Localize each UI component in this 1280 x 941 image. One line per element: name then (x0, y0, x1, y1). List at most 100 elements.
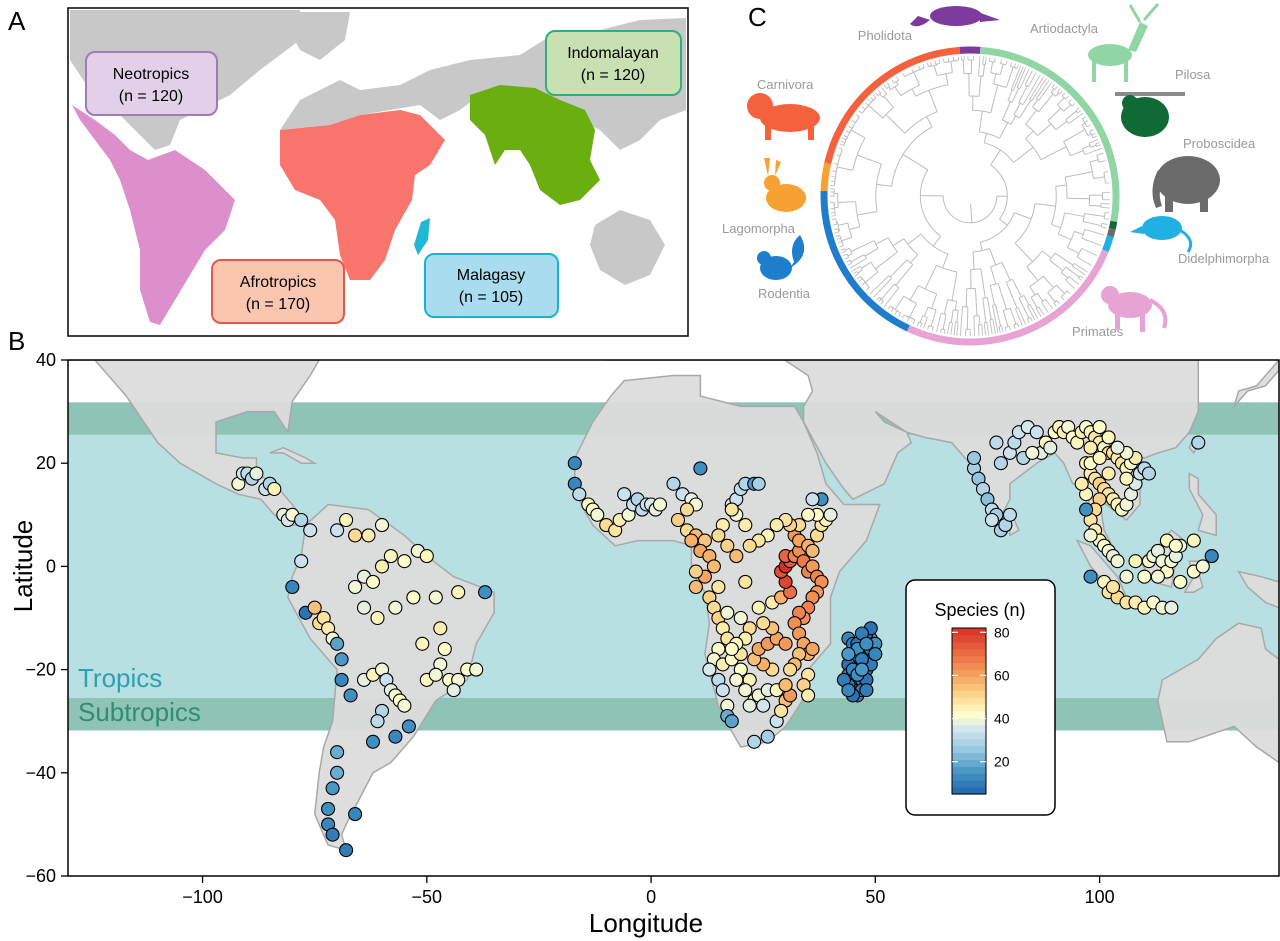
tree-branch (970, 203, 973, 223)
tree-branch (1030, 317, 1033, 322)
tree-branch (932, 235, 942, 247)
opossum-icon (1130, 216, 1193, 253)
tree-branch (858, 110, 863, 114)
tree-branch (1065, 279, 1076, 289)
tree-branch (917, 65, 921, 70)
ring-arc-proboscidea (1106, 227, 1116, 238)
tree-branch (950, 309, 954, 323)
tree-branch (1084, 212, 1105, 217)
region-box-malagasy: Malagasy (n = 105) (424, 253, 559, 318)
tree-branch (1063, 104, 1072, 112)
tree-branch (848, 262, 852, 266)
tree-branch (1096, 152, 1104, 156)
tree-branch (912, 319, 916, 325)
data-point (769, 518, 784, 533)
tree-branch (876, 183, 892, 187)
data-point (738, 518, 753, 533)
region-box-afrotropics-bg (211, 259, 345, 324)
tree-branch (972, 251, 975, 270)
australia-land (590, 210, 665, 285)
data-point (778, 636, 793, 651)
tree-branch (1005, 66, 1014, 88)
tree-branch (918, 285, 937, 295)
tree-branch (835, 164, 839, 172)
tree-branch (931, 293, 938, 309)
data-point (1083, 440, 1098, 455)
data-point (684, 533, 699, 548)
data-point (478, 585, 493, 600)
data-point (756, 698, 771, 713)
tree-branch (916, 321, 920, 326)
tree-branch (1014, 212, 1032, 220)
tree-branch (993, 83, 1007, 88)
tree-branch (922, 64, 925, 69)
tree-branch (1037, 123, 1052, 136)
colorbar-title: Species (n) (934, 600, 1025, 620)
data-point (330, 636, 345, 651)
tree-branch (843, 253, 848, 257)
colorbar-tick-label: 40 (994, 711, 1010, 727)
tree-branch (906, 317, 910, 322)
colorbar-segment (952, 641, 986, 650)
tropics-label: Tropics (78, 663, 162, 693)
data-point (365, 734, 381, 749)
tree-branch (861, 282, 866, 286)
panel-a-label: A (8, 6, 26, 36)
tree-branch (1082, 213, 1086, 222)
tree-branch (1009, 308, 1017, 325)
tree-branch (1026, 305, 1036, 321)
tree-branch (1067, 247, 1080, 254)
tree-branch (1089, 129, 1094, 132)
data-point (778, 678, 793, 693)
tree-branch (1070, 150, 1084, 157)
data-point (356, 600, 372, 615)
data-point (1204, 549, 1219, 564)
tree-branch (1016, 64, 1019, 69)
tree-branch (863, 254, 867, 259)
tree-branch (869, 275, 890, 295)
data-point (841, 647, 856, 662)
tree-branch (920, 323, 923, 328)
data-point (693, 461, 708, 476)
tree-branch (868, 99, 872, 103)
colorbar-segment (952, 773, 986, 781)
data-point (720, 538, 735, 553)
tree-branch (875, 163, 882, 212)
tree-branch (853, 271, 858, 275)
tree-branch (891, 126, 933, 187)
sloth-icon (1115, 92, 1185, 137)
tree-branch (1081, 237, 1102, 246)
tree-branch (878, 298, 882, 303)
tree-branch (1082, 221, 1102, 227)
tree-branch (990, 164, 1008, 220)
tree-branch (901, 314, 905, 319)
order-label-didelphimorpha: Didelphimorpha (1178, 251, 1270, 266)
tree-branch (1100, 206, 1110, 209)
tree-branch (883, 96, 894, 108)
tree-branch (1038, 306, 1045, 316)
scatter-points (231, 420, 1219, 858)
tree-branch (1084, 122, 1088, 128)
x-tick-label: 50 (865, 887, 885, 907)
data-point (1186, 533, 1201, 548)
tree-branch (1011, 87, 1020, 103)
lion-icon (747, 93, 820, 140)
region-box-indomalayan: Indomalayan (n = 120) (545, 30, 682, 96)
data-point (841, 683, 856, 698)
tree-branch (1081, 116, 1086, 120)
tree-branch (935, 62, 940, 65)
tree-branch (1013, 324, 1016, 329)
colorbar-segment (952, 669, 986, 678)
tree-branch (1014, 203, 1036, 244)
tree-branch (850, 129, 866, 139)
tree-branch (956, 310, 959, 323)
tree-branch (1025, 138, 1042, 160)
tree-branch (1012, 279, 1022, 298)
tree-branch (841, 250, 846, 254)
tree-branch (1018, 85, 1028, 103)
data-point (1002, 507, 1017, 522)
tree-branch (1047, 107, 1062, 121)
data-point (325, 781, 340, 796)
data-point (339, 512, 354, 528)
